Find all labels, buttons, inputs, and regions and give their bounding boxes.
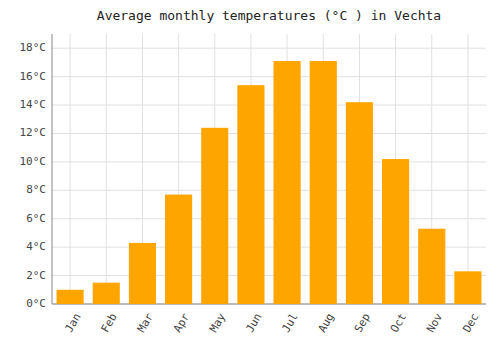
bar <box>93 283 120 304</box>
x-tick-label: Apr <box>171 311 192 335</box>
x-grid-line <box>467 34 468 304</box>
x-grid-line <box>70 34 71 304</box>
y-axis-line <box>52 34 53 304</box>
y-tick-label: 4°C <box>26 240 46 253</box>
bar <box>57 290 84 304</box>
bar <box>346 102 373 304</box>
bar <box>237 85 264 304</box>
bar <box>310 61 337 304</box>
x-tick-label: Jun <box>243 311 264 335</box>
x-tick-label: Mar <box>135 311 156 335</box>
y-tick-label: 16°C <box>20 70 47 83</box>
x-tick-label: May <box>207 311 228 335</box>
bar <box>274 61 301 304</box>
bar <box>418 229 445 304</box>
x-tick-label: Aug <box>316 311 337 335</box>
x-tick-label: Jul <box>279 311 300 335</box>
bar <box>129 243 156 304</box>
x-tick-label: Sep <box>352 311 373 335</box>
x-grid-line <box>106 34 107 304</box>
y-tick-label: 18°C <box>20 41 47 54</box>
y-tick-label: 0°C <box>26 297 46 310</box>
y-tick-label: 6°C <box>26 212 46 225</box>
chart-container: Average monthly temperatures (°C ) in Ve… <box>0 0 500 350</box>
y-grid-line <box>52 218 486 219</box>
bar <box>382 159 409 304</box>
x-tick-label: Dec <box>460 311 481 335</box>
y-grid-line <box>52 161 486 162</box>
bar <box>201 128 228 304</box>
y-tick-label: 8°C <box>26 183 46 196</box>
y-grid-line <box>52 48 486 49</box>
chart: Average monthly temperatures (°C ) in Ve… <box>0 0 500 350</box>
background <box>0 0 500 350</box>
axes: 0°C 2°C 4°C 6°C 8°C 10°C 12°C 14°C 16°C 18°C Jan Fe… <box>20 34 487 335</box>
bars <box>57 61 482 304</box>
title: Average monthly temperatures (°C ) in Ve… <box>97 8 441 23</box>
y-grid-line <box>52 133 486 134</box>
x-tick-label: Nov <box>424 311 445 335</box>
y-tick-label: 2°C <box>26 269 46 282</box>
y-tick-label: 14°C <box>20 98 47 111</box>
bar <box>165 195 192 304</box>
x-tick-label: Jan <box>62 311 83 335</box>
y-grid-line <box>52 190 486 191</box>
x-tick-label: Feb <box>99 311 120 335</box>
y-tick-label: 12°C <box>20 126 47 139</box>
grid <box>52 34 486 304</box>
y-tick-label: 10°C <box>20 155 47 168</box>
y-grid-line <box>52 76 486 77</box>
bar <box>454 271 481 304</box>
x-tick-label: Oct <box>388 311 409 335</box>
y-grid-line <box>52 105 486 106</box>
